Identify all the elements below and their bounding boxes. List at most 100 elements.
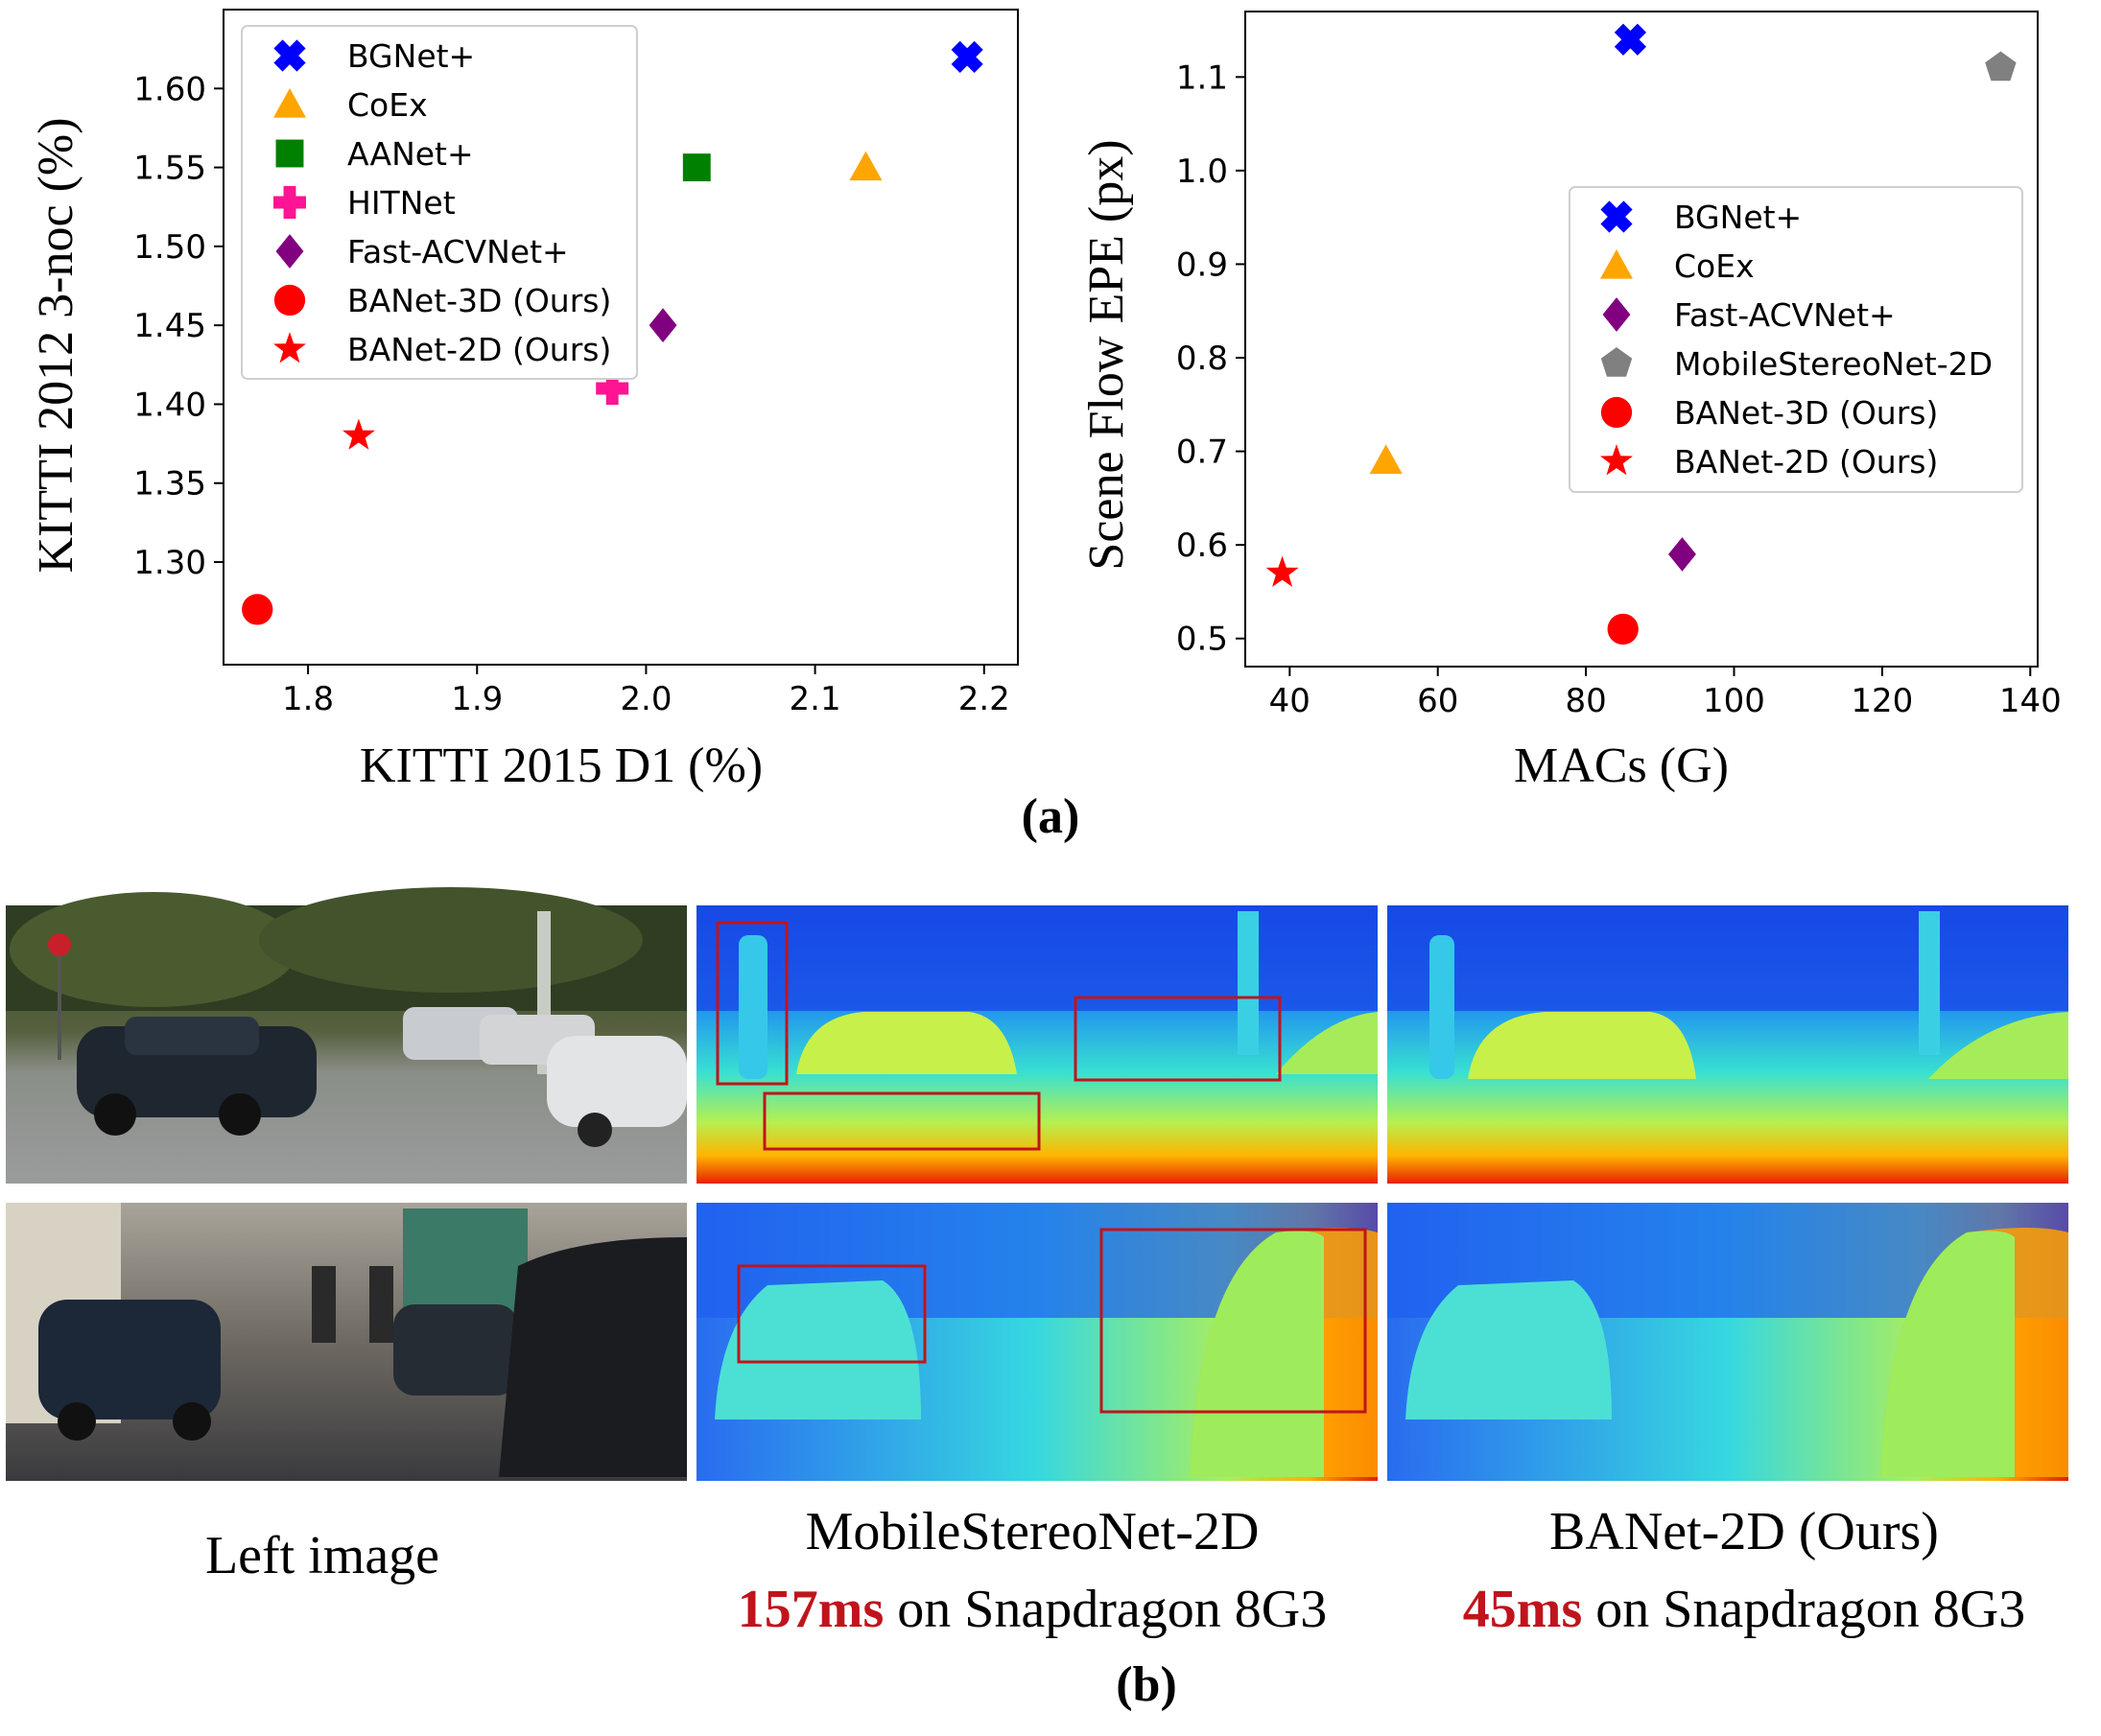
legend-label-fast-acvnet: Fast-ACVNet+: [1674, 296, 1896, 334]
y-tick-label: 1.40: [133, 386, 206, 424]
x-tick-label: 120: [1851, 682, 1913, 720]
banet-runtime-suffix: on Snapdragon 8G3: [1582, 1580, 2025, 1639]
chart-kitti-frame: [223, 9, 1019, 666]
legend-label-banet-3d-ours: BANet-3D (Ours): [1674, 394, 1938, 432]
y-tick-label: 1.0: [1176, 152, 1228, 191]
point-aanet: [682, 153, 711, 182]
point-bgnet: [1614, 23, 1647, 56]
legend-marker-fast-acvnet: [275, 234, 304, 269]
legend-marker-banet-2d-ours: [273, 332, 306, 364]
disparity-mobilestereonet-row2: [696, 1203, 1378, 1481]
chart-sceneflow: 40 60 80 100 120 140 0.5 0.6 0.7 0.8 0.9 1.0 1.1 MA…: [1079, 11, 2062, 793]
banet-runtime: 45ms on Snapdragon 8G3: [1463, 1580, 2025, 1639]
point-mobilestereonet-2d: [1985, 51, 2017, 82]
point-coex: [1369, 444, 1403, 474]
x-tick-label: 80: [1565, 682, 1606, 720]
panel-a-caption: (a): [1022, 789, 1080, 844]
chart-kitti-x-label: KITTI 2015 D1 (%): [360, 739, 763, 793]
chart-sceneflow-x-label: MACs (G): [1514, 739, 1729, 793]
legend-label-banet-2d-ours: BANet-2D (Ours): [1674, 443, 1938, 481]
banet-runtime-value: 45ms: [1463, 1580, 1582, 1639]
highlight-boxes: [716, 921, 1367, 1414]
point-fast-acvnet: [1668, 537, 1696, 572]
banet-caption: BANet-2D (Ours): [1549, 1502, 1939, 1561]
legend-marker-banet-3d-ours: [1600, 396, 1633, 429]
y-tick-label: 0.6: [1176, 527, 1228, 565]
chart-sceneflow-y-label: Scene Flow EPE (px): [1079, 139, 1134, 570]
x-tick-label: 2.2: [958, 680, 1010, 718]
legend-label-banet-2d-ours: BANet-2D (Ours): [347, 331, 611, 368]
x-tick-label: 2.0: [620, 680, 672, 718]
chart-kitti-x-ticks: 1.8 1.9 2.0 2.1 2.2: [282, 665, 1010, 718]
y-tick-label: 1.35: [133, 465, 206, 504]
legend-marker-fast-acvnet: [1602, 297, 1631, 332]
y-tick-label: 1.60: [133, 70, 206, 108]
chart-kitti-points: [242, 40, 983, 625]
legend-marker-mobilestereonet-2d: [1600, 347, 1633, 377]
chart-kitti: 1.8 1.9 2.0 2.1 2.2 1.30 1.35 1.40 1.45 1.50 1.55…: [29, 9, 1019, 793]
point-hitnet: [596, 371, 629, 405]
chart-sceneflow-legend: BGNet+ CoEx Fast-ACVNet+ MobileStereoNet-2D…: [1569, 186, 2023, 493]
chart-kitti-legend: BGNet+ CoEx AANet+ HITNet Fast-ACVNet+ BANet-…: [241, 25, 638, 380]
x-tick-label: 140: [1999, 682, 2062, 720]
highlight-box-car-right: [1099, 1228, 1367, 1414]
legend-marker-banet-3d-ours: [273, 284, 306, 317]
point-bgnet: [951, 40, 983, 73]
point-banet-3d-ours: [1607, 613, 1639, 645]
x-tick-label: 60: [1417, 682, 1458, 720]
image-grid: [6, 887, 2068, 1481]
chart-sceneflow-y-ticks: 0.5 0.6 0.7 0.8 0.9 1.0 1.1: [1176, 59, 1245, 659]
highlight-box-parked-cars: [1074, 996, 1282, 1082]
legend-label-hitnet: HITNet: [347, 184, 456, 222]
legend-label-coex: CoEx: [1674, 247, 1755, 285]
legend-marker-bgnet: [273, 39, 306, 72]
legend-label-mobilestereonet-2d: MobileStereoNet-2D: [1674, 345, 1993, 383]
mobilestereonet-runtime-suffix: on Snapdragon 8G3: [884, 1580, 1327, 1639]
x-tick-label: 40: [1269, 682, 1310, 720]
point-coex: [849, 151, 883, 181]
y-tick-label: 1.1: [1176, 59, 1228, 97]
y-tick-label: 0.9: [1176, 246, 1228, 284]
y-tick-label: 1.50: [133, 228, 206, 267]
mobilestereonet-runtime-value: 157ms: [738, 1580, 884, 1639]
y-tick-label: 0.7: [1176, 434, 1228, 472]
legend-label-fast-acvnet: Fast-ACVNet+: [347, 233, 569, 270]
x-tick-label: 1.8: [282, 680, 334, 718]
highlight-box-sign: [716, 921, 789, 1086]
y-tick-label: 1.55: [133, 150, 206, 188]
left-image-caption: Left image: [205, 1526, 439, 1585]
legend-marker-banet-2d-ours: [1600, 444, 1633, 476]
legend-marker-aanet: [275, 139, 304, 168]
left-image-row2: [6, 1203, 687, 1481]
mobilestereonet-caption: MobileStereoNet-2D: [806, 1502, 1260, 1561]
legend-label-bgnet: BGNet+: [347, 37, 475, 75]
disparity-banet-row2: [1387, 1203, 2068, 1481]
x-tick-label: 2.1: [790, 680, 841, 718]
highlight-box-car-left: [737, 1264, 927, 1364]
point-banet-2d-ours: [1265, 555, 1299, 587]
chart-sceneflow-frame: [1244, 11, 2039, 668]
chart-kitti-y-label: KITTI 2012 3-noc (%): [29, 117, 83, 573]
chart-sceneflow-x-ticks: 40 60 80 100 120 140: [1269, 667, 2062, 720]
left-image-row1: [6, 887, 687, 1184]
legend-marker-bgnet: [1600, 200, 1633, 233]
legend-marker-coex: [273, 88, 306, 118]
chart-kitti-y-ticks: 1.30 1.35 1.40 1.45 1.50 1.55 1.60: [133, 70, 224, 582]
x-tick-label: 100: [1703, 682, 1765, 720]
highlight-box-car-bottom: [763, 1091, 1041, 1151]
y-tick-label: 0.8: [1176, 340, 1228, 378]
legend-label-banet-3d-ours: BANet-3D (Ours): [347, 282, 611, 319]
disparity-banet-row1: [1387, 905, 2068, 1184]
point-fast-acvnet: [649, 308, 677, 343]
mobilestereonet-runtime: 157ms on Snapdragon 8G3: [738, 1580, 1327, 1639]
disparity-mobilestereonet-row1: [696, 905, 1378, 1184]
point-banet-3d-ours: [242, 594, 273, 625]
y-tick-label: 0.5: [1176, 621, 1228, 659]
chart-sceneflow-legend-box: [1569, 186, 2023, 493]
x-tick-label: 1.9: [451, 680, 503, 718]
panel-b-caption: (b): [1116, 1657, 1177, 1712]
legend-label-coex: CoEx: [347, 86, 428, 124]
y-tick-label: 1.30: [133, 544, 206, 582]
point-banet-2d-ours: [342, 418, 375, 450]
